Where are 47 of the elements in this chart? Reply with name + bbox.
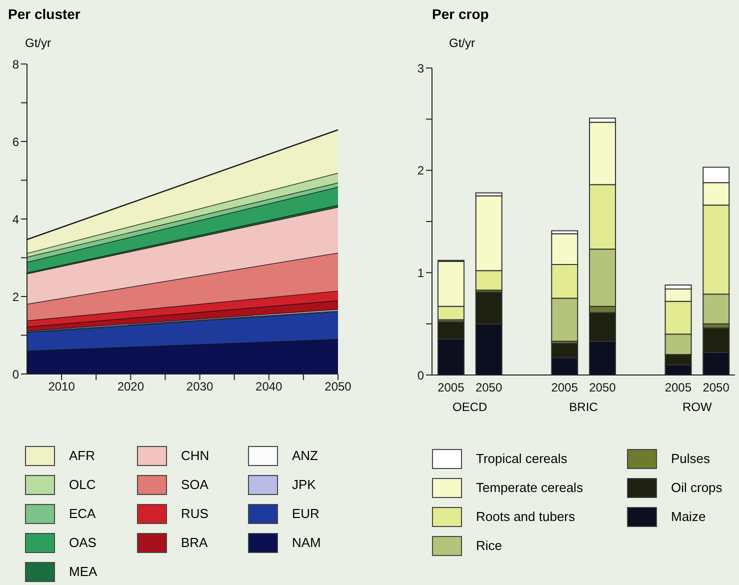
x-tick-label: 2005 xyxy=(664,380,692,395)
legend-label: EUR xyxy=(292,506,320,521)
x-tick-label: 2040 xyxy=(256,380,283,394)
legend-label: Tropical cereals xyxy=(476,451,568,466)
x-tick-label: 2005 xyxy=(438,380,465,395)
legend-label: Temperate cereals xyxy=(476,480,583,495)
text: BRIC xyxy=(568,400,599,414)
legend-label: RUS xyxy=(181,506,208,521)
text: OECD xyxy=(452,400,488,414)
y-tick-label: 8 xyxy=(12,57,20,72)
x-tick-label: 2050 xyxy=(589,380,616,395)
legend-label: NAM xyxy=(292,535,321,550)
legend-label: AFR xyxy=(69,448,95,463)
legend-label: OLC xyxy=(69,477,96,492)
x-tick-label: 2030 xyxy=(186,380,214,394)
legend-label: Oil crops xyxy=(671,480,722,495)
chart-title: Per crop xyxy=(432,6,489,22)
x-tick-label: 2020 xyxy=(117,380,144,394)
legend-label: Roots and tubers xyxy=(476,509,576,524)
x-tick-label: 2050 xyxy=(324,380,352,394)
y-tick-label: 3 xyxy=(417,61,424,76)
legend-label: ANZ xyxy=(292,448,318,463)
legend-label: SOA xyxy=(181,477,208,492)
y-tick-label: 6 xyxy=(12,134,20,149)
legend-label: Rice xyxy=(476,538,502,553)
x-tick-label: 2050 xyxy=(702,380,730,395)
legend-label: Maize xyxy=(671,509,706,524)
legend-label: OAS xyxy=(69,535,96,550)
chart-title: Per cluster xyxy=(8,6,80,22)
x-tick-label: 2050 xyxy=(475,380,502,395)
y-tick-label: 2 xyxy=(417,164,424,178)
y-tick-label: 0 xyxy=(12,367,20,382)
y-tick-label: 0 xyxy=(417,368,424,382)
legend-label: JPK xyxy=(292,477,316,492)
y-tick-label: 2 xyxy=(12,290,20,304)
x-tick-label: 2010 xyxy=(48,380,76,394)
legend-label: Pulses xyxy=(671,451,710,466)
legend-label: CHN xyxy=(181,448,210,463)
y-axis-title: Gt/yr xyxy=(449,36,475,50)
y-tick-label: 4 xyxy=(12,212,20,226)
legend-label: MEA xyxy=(69,564,98,579)
x-tick-label: 2005 xyxy=(551,380,578,395)
y-tick-label: 1 xyxy=(417,266,424,280)
text: ROW xyxy=(681,400,713,414)
legend-label: BRA xyxy=(181,535,208,550)
legend-label: ECA xyxy=(69,506,96,521)
y-axis-title: Gt/yr xyxy=(25,36,51,50)
